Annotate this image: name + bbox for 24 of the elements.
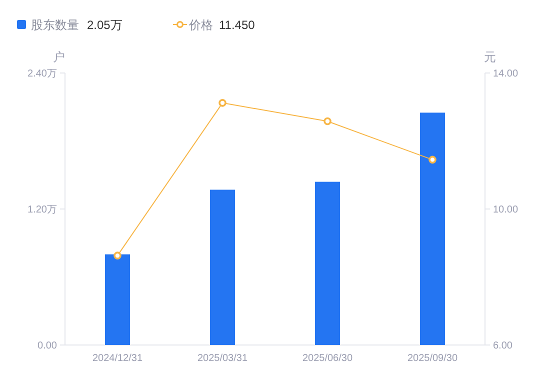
- y-tick-label: 1.20万: [28, 204, 57, 216]
- point: [428, 156, 436, 164]
- bar: [105, 254, 130, 345]
- bar: [210, 190, 235, 345]
- text: 11.450: [219, 18, 256, 32]
- x-tick-label: 2025/09/30: [407, 353, 458, 364]
- y2-tick-label: 10.00: [493, 204, 518, 216]
- y-tick-label: 2.40万: [28, 68, 57, 80]
- x-tick-label: 2024/12/31: [92, 353, 143, 364]
- legend-label: 股东数量: [31, 18, 79, 32]
- point: [324, 117, 332, 126]
- x-tick-label: 2025/06/30: [302, 353, 353, 364]
- y-tick-label: 0.00: [38, 340, 58, 352]
- text: 2.05万: [87, 18, 122, 32]
- bar: [315, 182, 340, 345]
- bar: [420, 112, 445, 345]
- x-tick-label: 2025/03/31: [197, 353, 248, 364]
- y2-tick-label: 6.00: [493, 340, 513, 352]
- y-axis-title: 户: [53, 50, 65, 64]
- y2-axis-title: 元: [484, 50, 496, 64]
- point: [114, 252, 122, 260]
- point: [218, 99, 226, 107]
- legend-label: 价格: [188, 18, 213, 32]
- y2-tick-label: 14.00: [493, 68, 518, 80]
